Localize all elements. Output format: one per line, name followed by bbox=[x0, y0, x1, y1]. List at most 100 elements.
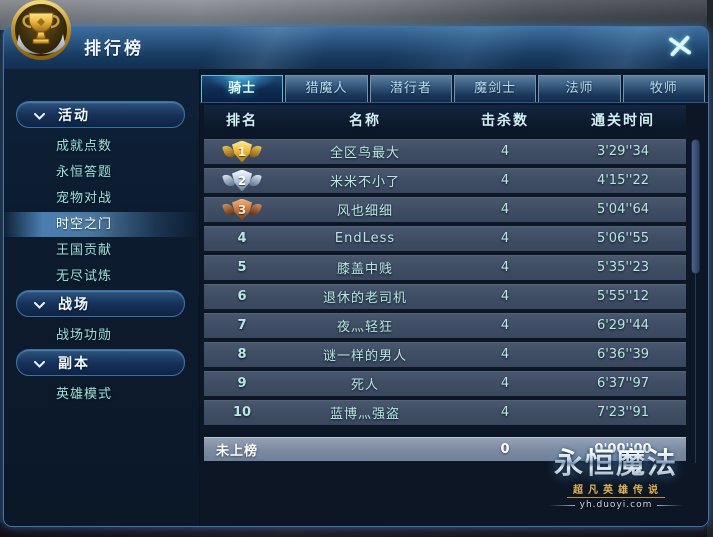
rank-badge: 5 bbox=[225, 257, 259, 279]
player-name: EndLess bbox=[334, 231, 396, 246]
rank-cell: 4 bbox=[204, 228, 280, 250]
rank-number: 10 bbox=[232, 405, 252, 420]
sidebar-group-header[interactable]: 战场 bbox=[16, 290, 185, 317]
unranked-time: 0'00''00 bbox=[594, 441, 652, 457]
sidebar-item[interactable]: 无尽试炼 bbox=[4, 264, 199, 289]
class-tab[interactable]: 猎魔人 bbox=[285, 75, 368, 102]
class-tab-label: 魔剑士 bbox=[474, 81, 517, 96]
watermark-url: yh.duoyi.com bbox=[532, 500, 700, 510]
window-title: 排行榜 bbox=[84, 39, 144, 59]
class-tab[interactable]: 潜行者 bbox=[369, 75, 452, 102]
sidebar-item-label: 王国贡献 bbox=[56, 243, 113, 258]
sidebar-group-label: 副本 bbox=[58, 355, 90, 372]
table-row[interactable]: 6 退休的老司机 4 5'55''12 bbox=[204, 284, 686, 309]
table-row[interactable]: 9 死人 4 6'37''97 bbox=[204, 371, 686, 396]
sidebar-item[interactable]: 永恒答题 bbox=[4, 160, 199, 185]
rank-number: 2 bbox=[232, 169, 252, 192]
chevron-down-icon bbox=[34, 105, 45, 124]
rank-cell: 10 bbox=[204, 402, 280, 424]
player-name: 风也细细 bbox=[336, 204, 393, 219]
sidebar-item-label: 宠物对战 bbox=[56, 191, 113, 206]
class-tab[interactable]: 牧师 bbox=[622, 75, 705, 102]
sidebar-item[interactable]: 英雄模式 bbox=[4, 382, 199, 407]
player-name: 退休的老司机 bbox=[322, 291, 407, 306]
kill-count: 4 bbox=[500, 231, 510, 246]
scrollbar-track[interactable] bbox=[695, 139, 696, 463]
sidebar-group-items: 英雄模式 bbox=[4, 382, 199, 407]
rank-badge: 9 bbox=[225, 373, 259, 395]
kill-count: 4 bbox=[500, 144, 510, 159]
sidebar-item[interactable]: 战场功勋 bbox=[4, 323, 199, 348]
sidebar-group-label: 战场 bbox=[58, 296, 90, 313]
content-area: 骑士 猎魔人 潜行者 魔剑士 法师 bbox=[200, 69, 708, 526]
table-header: 排名 名称 击杀数 通关时间 bbox=[204, 105, 686, 135]
sidebar-group-items: 战场功勋 bbox=[4, 323, 199, 348]
table-row[interactable]: 1 全区鸟最大 4 3'29''34 bbox=[204, 139, 686, 164]
clear-time: 7'23''91 bbox=[596, 405, 650, 420]
col-header-kills: 击杀数 bbox=[481, 113, 529, 129]
rank-cell: 6 bbox=[204, 286, 280, 308]
rank-badge: 2 bbox=[225, 169, 259, 192]
table-row[interactable]: 2 米米不小了 4 4'15''22 bbox=[204, 168, 686, 193]
rank-badge: 1 bbox=[225, 140, 259, 163]
table-row[interactable]: 3 风也细细 4 5'04''64 bbox=[204, 197, 686, 222]
rank-badge: 7 bbox=[225, 315, 259, 337]
sidebar-item[interactable]: 宠物对战 bbox=[4, 186, 199, 211]
player-name: 死人 bbox=[350, 378, 379, 393]
sidebar-group-items: 成就点数 永恒答题 宠物对战 时空之门 bbox=[4, 134, 199, 289]
table-row[interactable]: 4 EndLess 4 5'06''55 bbox=[204, 226, 686, 251]
table-row[interactable]: 5 膝盖中贱 4 5'35''23 bbox=[204, 255, 686, 280]
sidebar-item[interactable]: 时空之门 bbox=[4, 212, 199, 237]
clear-time: 5'35''23 bbox=[596, 260, 650, 275]
kill-count: 4 bbox=[500, 318, 510, 333]
clear-time: 5'55''12 bbox=[596, 289, 650, 304]
player-name: 全区鸟最大 bbox=[329, 146, 400, 161]
sidebar-group: 活动 成就点数 永恒答题 bbox=[4, 101, 199, 289]
sidebar: 活动 成就点数 永恒答题 bbox=[4, 69, 200, 526]
class-tab[interactable]: 骑士 bbox=[201, 75, 284, 102]
close-button[interactable] bbox=[665, 33, 695, 63]
table-row[interactable]: 8 谜一样的男人 4 6'36''39 bbox=[204, 342, 686, 367]
table-row[interactable]: 7 夜灬轻狂 4 6'29''44 bbox=[204, 313, 686, 338]
leaderboard-panel: 排名 名称 击杀数 通关时间 1 全区鸟最大 bbox=[200, 102, 708, 526]
kill-count: 4 bbox=[500, 260, 510, 275]
class-tab[interactable]: 魔剑士 bbox=[453, 75, 537, 102]
rank-number: 4 bbox=[237, 231, 247, 246]
rank-number: 7 bbox=[237, 318, 247, 333]
clear-time: 6'37''97 bbox=[596, 376, 650, 391]
close-icon bbox=[668, 34, 692, 62]
titlebar: 排行榜 bbox=[4, 27, 708, 70]
table-row[interactable]: 10 蓝博灬强盗 4 7'23''91 bbox=[204, 400, 686, 425]
sidebar-item[interactable]: 成就点数 bbox=[4, 134, 199, 159]
class-tabs: 骑士 猎魔人 潜行者 魔剑士 法师 bbox=[201, 75, 705, 102]
col-header-rank: 排名 bbox=[226, 113, 258, 129]
player-name: 谜一样的男人 bbox=[322, 349, 407, 364]
sidebar-group-header[interactable]: 活动 bbox=[16, 101, 185, 128]
rank-badge: 3 bbox=[225, 198, 259, 221]
game-scene-backdrop-right bbox=[707, 0, 713, 537]
rank-number: 8 bbox=[237, 347, 247, 362]
rank-cell: 1 bbox=[204, 140, 280, 163]
sidebar-item[interactable]: 王国贡献 bbox=[4, 238, 199, 263]
rank-cell: 8 bbox=[204, 344, 280, 366]
scrollbar-thumb[interactable] bbox=[691, 139, 700, 274]
sidebar-item-label: 英雄模式 bbox=[56, 387, 113, 402]
class-tab-label: 法师 bbox=[565, 81, 594, 96]
rank-cell: 7 bbox=[204, 315, 280, 337]
kill-count: 4 bbox=[500, 173, 510, 188]
clear-time: 4'15''22 bbox=[596, 173, 650, 188]
sidebar-group: 战场 战场功勋 bbox=[4, 290, 199, 348]
class-tab[interactable]: 法师 bbox=[538, 75, 621, 102]
scrollbar bbox=[691, 139, 700, 463]
kill-count: 4 bbox=[500, 347, 510, 362]
trophy-icon bbox=[9, 0, 73, 64]
rank-badge: 4 bbox=[225, 228, 259, 250]
player-name: 米米不小了 bbox=[329, 175, 400, 190]
sidebar-group-header[interactable]: 副本 bbox=[16, 349, 185, 376]
class-tab-label: 骑士 bbox=[228, 81, 257, 96]
kill-count: 4 bbox=[500, 202, 510, 217]
rank-number: 5 bbox=[237, 260, 247, 275]
kill-count: 4 bbox=[500, 289, 510, 304]
rank-number: 6 bbox=[237, 289, 247, 304]
kill-count: 4 bbox=[500, 376, 510, 391]
